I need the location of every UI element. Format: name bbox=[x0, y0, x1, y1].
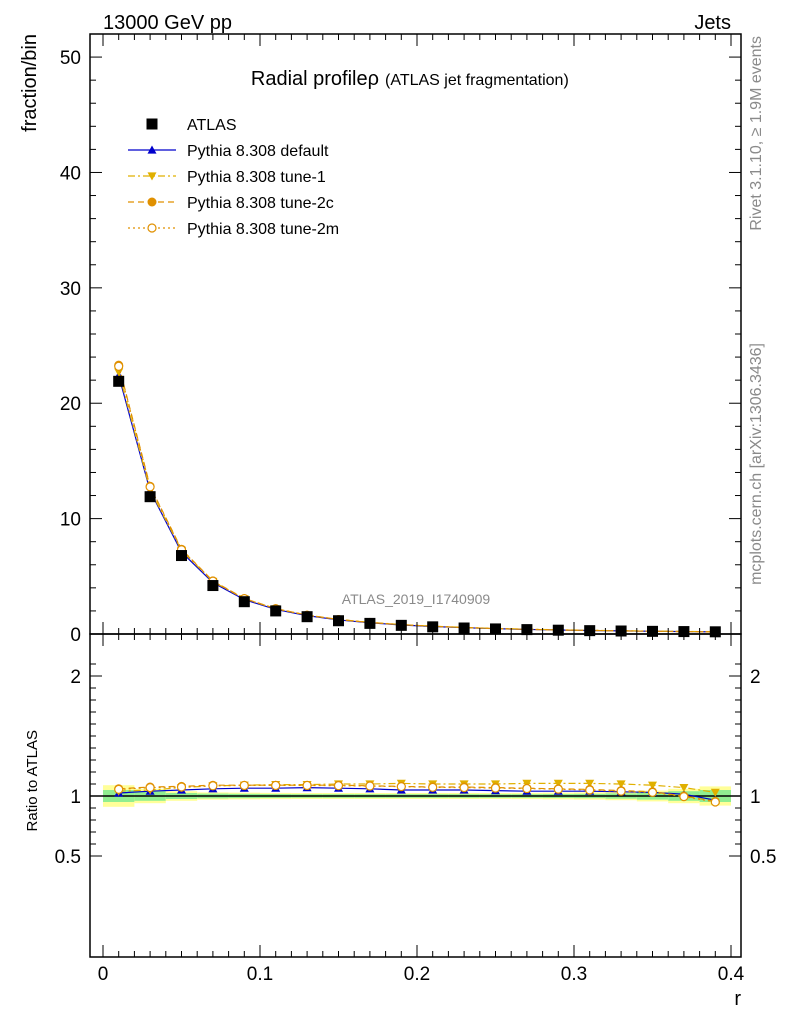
data-point bbox=[679, 784, 689, 793]
x-tick-label: 0.1 bbox=[247, 964, 273, 985]
data-point bbox=[648, 781, 657, 790]
data-point bbox=[270, 605, 282, 617]
data-point bbox=[301, 611, 313, 623]
data-point bbox=[710, 797, 720, 807]
legend-label: Pythia 8.308 tune-1 bbox=[187, 169, 326, 186]
data-point bbox=[553, 784, 563, 794]
legend-label: Pythia 8.308 default bbox=[187, 143, 329, 160]
rivet-label: Rivet 3.1.10, ≥ 1.9M events bbox=[748, 36, 765, 231]
chart-title: Radial profileρ bbox=[251, 68, 379, 90]
x-axis-label: r bbox=[734, 988, 741, 1010]
y-tick-label: 40 bbox=[60, 163, 81, 184]
data-point bbox=[679, 791, 689, 802]
data-point bbox=[114, 784, 124, 795]
y-tick-label: 50 bbox=[60, 48, 81, 69]
x-tick-label: 0.2 bbox=[404, 964, 430, 985]
ratio-y-tick-label: 0.5 bbox=[55, 847, 81, 868]
legend-label: Pythia 8.308 tune-2m bbox=[187, 221, 339, 238]
data-point bbox=[145, 782, 155, 793]
series-line-pythia-8-308-default bbox=[118, 786, 716, 801]
data-point bbox=[238, 596, 250, 608]
data-point bbox=[364, 617, 376, 629]
x-tick-label: 0.3 bbox=[561, 964, 587, 985]
x-tick-label: 0 bbox=[98, 964, 109, 985]
data-point bbox=[208, 781, 218, 791]
data-point bbox=[147, 223, 157, 233]
data-point bbox=[147, 172, 157, 181]
data-point bbox=[647, 787, 658, 798]
data-point bbox=[144, 491, 156, 503]
data-point bbox=[207, 580, 219, 592]
ratio-y-tick-label-right: 0.5 bbox=[750, 847, 776, 868]
data-point bbox=[147, 197, 157, 207]
y-tick-label: 0 bbox=[70, 625, 81, 646]
data-point bbox=[147, 145, 157, 154]
legend: ATLAS Pythia 8.308 default Pythia 8.308 tu… bbox=[128, 117, 339, 238]
data-point bbox=[428, 782, 438, 792]
legend-label: ATLAS bbox=[187, 117, 237, 134]
data-point bbox=[616, 786, 626, 796]
data-point bbox=[145, 482, 155, 492]
data-point bbox=[459, 782, 469, 793]
y-tick-label: 10 bbox=[60, 510, 81, 531]
ratio-y-tick-label-right: 1 bbox=[750, 787, 761, 808]
analysis-watermark: ATLAS_2019_I1740909 bbox=[342, 591, 491, 607]
y-tick-label: 20 bbox=[60, 394, 81, 415]
data-point bbox=[333, 615, 344, 627]
series-line-pythia-8-308-tune-1 bbox=[118, 782, 716, 793]
y-axis-label: fraction/bin bbox=[19, 34, 41, 132]
data-point bbox=[490, 783, 501, 793]
data-point bbox=[616, 780, 626, 789]
data-point bbox=[176, 782, 187, 792]
ratio-y-tick-label: 2 bbox=[70, 667, 81, 688]
data-point bbox=[365, 781, 375, 791]
ratio-y-tick-label: 1 bbox=[70, 787, 81, 808]
data-point bbox=[585, 779, 595, 788]
data-point bbox=[585, 785, 595, 795]
category-label: Jets bbox=[694, 12, 731, 34]
ratio-y-axis-label: Ratio to ATLAS bbox=[24, 730, 41, 831]
y-tick-label: 30 bbox=[60, 279, 81, 300]
x-tick-label: 0.4 bbox=[718, 964, 745, 985]
data-point bbox=[146, 118, 158, 130]
data-point bbox=[176, 550, 187, 562]
data-point bbox=[522, 783, 532, 794]
chart-subtitle: (ATLAS jet fragmentation) bbox=[385, 72, 569, 89]
data-point bbox=[427, 621, 439, 633]
data-point bbox=[114, 368, 124, 377]
data-point bbox=[239, 780, 249, 791]
data-point bbox=[114, 361, 124, 371]
process-label: 13000 GeV pp bbox=[103, 12, 232, 34]
data-point bbox=[333, 781, 344, 791]
data-point bbox=[271, 780, 281, 791]
ratio-y-tick-label-right: 2 bbox=[750, 667, 761, 688]
data-point bbox=[710, 788, 720, 797]
data-point bbox=[395, 619, 407, 631]
data-point bbox=[302, 780, 312, 791]
data-point bbox=[396, 782, 406, 792]
source-label: mcplots.cern.ch [arXiv:1306.3436] bbox=[748, 343, 765, 585]
legend-label: Pythia 8.308 tune-2c bbox=[187, 195, 334, 212]
data-point bbox=[553, 779, 563, 788]
data-point bbox=[113, 375, 125, 387]
